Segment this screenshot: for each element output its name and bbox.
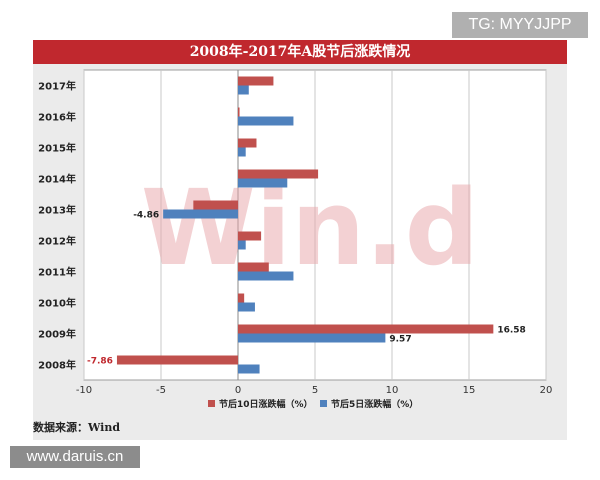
- legend-swatch: [208, 400, 215, 407]
- legend: 节后10日涨跌幅（%） 节后5日涨跌幅（%）: [208, 398, 418, 410]
- bar-10-day: [238, 293, 245, 303]
- y-category-label: 2008年: [38, 359, 76, 372]
- bar-5-day: [238, 178, 288, 188]
- bar-5-day: [238, 85, 249, 95]
- y-category-label: 2013年: [38, 204, 76, 217]
- y-category-label: 2015年: [38, 142, 76, 155]
- bars: [116, 76, 494, 374]
- y-category-label: 2012年: [38, 235, 76, 248]
- y-category-label: 2011年: [38, 266, 76, 279]
- x-tick-label: -10: [76, 385, 92, 396]
- data-labels: -7.86 16.58 9.57 -4.86: [87, 211, 526, 367]
- y-category-label: 2009年: [38, 328, 76, 341]
- x-axis-tick-labels: -10 -5 0 5 10 15 20: [76, 385, 553, 396]
- source-note: 数据来源：Wind: [33, 421, 121, 434]
- bar-5-day: [238, 271, 294, 281]
- y-axis-labels: 2008年 2009年 2010年 2011年 2012年 2013年 2014年 2015年…: [38, 80, 76, 372]
- bar-5-day: [238, 147, 246, 157]
- bar-5-day: [238, 240, 246, 250]
- bar-10-day: [238, 231, 262, 241]
- bar-5-day: [163, 209, 238, 219]
- bar-5-day: [238, 116, 294, 126]
- data-label: -4.86: [133, 211, 159, 221]
- y-category-label: 2010年: [38, 297, 76, 310]
- telegram-watermark-badge: TG: MYYJJPP: [452, 12, 588, 38]
- bar-10-day: [238, 324, 494, 334]
- data-label: -7.86: [87, 357, 113, 367]
- bar-10-day: [238, 262, 269, 272]
- y-category-label: 2016年: [38, 111, 76, 124]
- website-watermark-badge: www.daruis.cn: [10, 446, 140, 468]
- x-tick-label: 5: [312, 385, 318, 396]
- x-tick-label: 10: [386, 385, 399, 396]
- legend-swatch: [320, 400, 327, 407]
- y-category-label: 2014年: [38, 173, 76, 186]
- bar-5-day: [238, 302, 255, 312]
- data-label: 16.58: [497, 326, 525, 336]
- legend-label: 节后5日涨跌幅（%）: [331, 398, 418, 410]
- bar-5-day: [238, 364, 260, 374]
- y-category-label: 2017年: [38, 80, 76, 93]
- wind-watermark: Win.d: [141, 167, 479, 289]
- bar-10-day: [238, 169, 319, 179]
- bar-10-day: [238, 76, 274, 86]
- legend-label: 节后10日涨跌幅（%）: [219, 398, 313, 410]
- bar-5-day: [238, 333, 386, 343]
- x-tick-label: -5: [156, 385, 166, 396]
- wind-watermark-text: Win.d: [141, 167, 479, 289]
- x-tick-label: 20: [540, 385, 553, 396]
- chart-title: 2008年-2017年A股节后涨跌情况: [33, 40, 567, 64]
- bar-10-day: [238, 138, 257, 148]
- bar-10-day: [238, 107, 240, 117]
- data-label: 9.57: [389, 335, 411, 345]
- bar-10-day: [193, 200, 238, 210]
- bar-10-day: [116, 355, 238, 365]
- x-tick-label: 15: [463, 385, 476, 396]
- x-tick-label: 0: [235, 385, 241, 396]
